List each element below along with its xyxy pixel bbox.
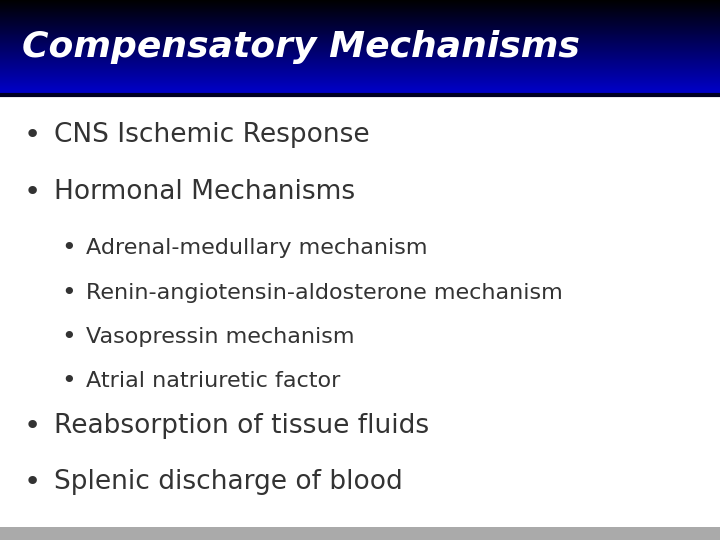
Text: •: • (61, 237, 76, 260)
Text: Hormonal Mechanisms: Hormonal Mechanisms (54, 179, 355, 205)
Text: Atrial natriuretic factor: Atrial natriuretic factor (86, 371, 341, 392)
Text: •: • (24, 178, 41, 206)
Text: Reabsorption of tissue fluids: Reabsorption of tissue fluids (54, 413, 429, 438)
Text: Vasopressin mechanism: Vasopressin mechanism (86, 327, 355, 347)
Text: •: • (61, 325, 76, 349)
Text: Splenic discharge of blood: Splenic discharge of blood (54, 469, 402, 495)
Text: •: • (24, 411, 41, 440)
Text: CNS Ischemic Response: CNS Ischemic Response (54, 122, 369, 148)
Text: •: • (24, 121, 41, 149)
Text: Renin-angiotensin-aldosterone mechanism: Renin-angiotensin-aldosterone mechanism (86, 282, 563, 303)
Text: •: • (61, 281, 76, 305)
Text: •: • (24, 468, 41, 496)
Text: •: • (61, 369, 76, 393)
Text: Adrenal-medullary mechanism: Adrenal-medullary mechanism (86, 238, 428, 259)
Bar (0, 526, 720, 540)
Text: Compensatory Mechanisms: Compensatory Mechanisms (22, 30, 580, 64)
